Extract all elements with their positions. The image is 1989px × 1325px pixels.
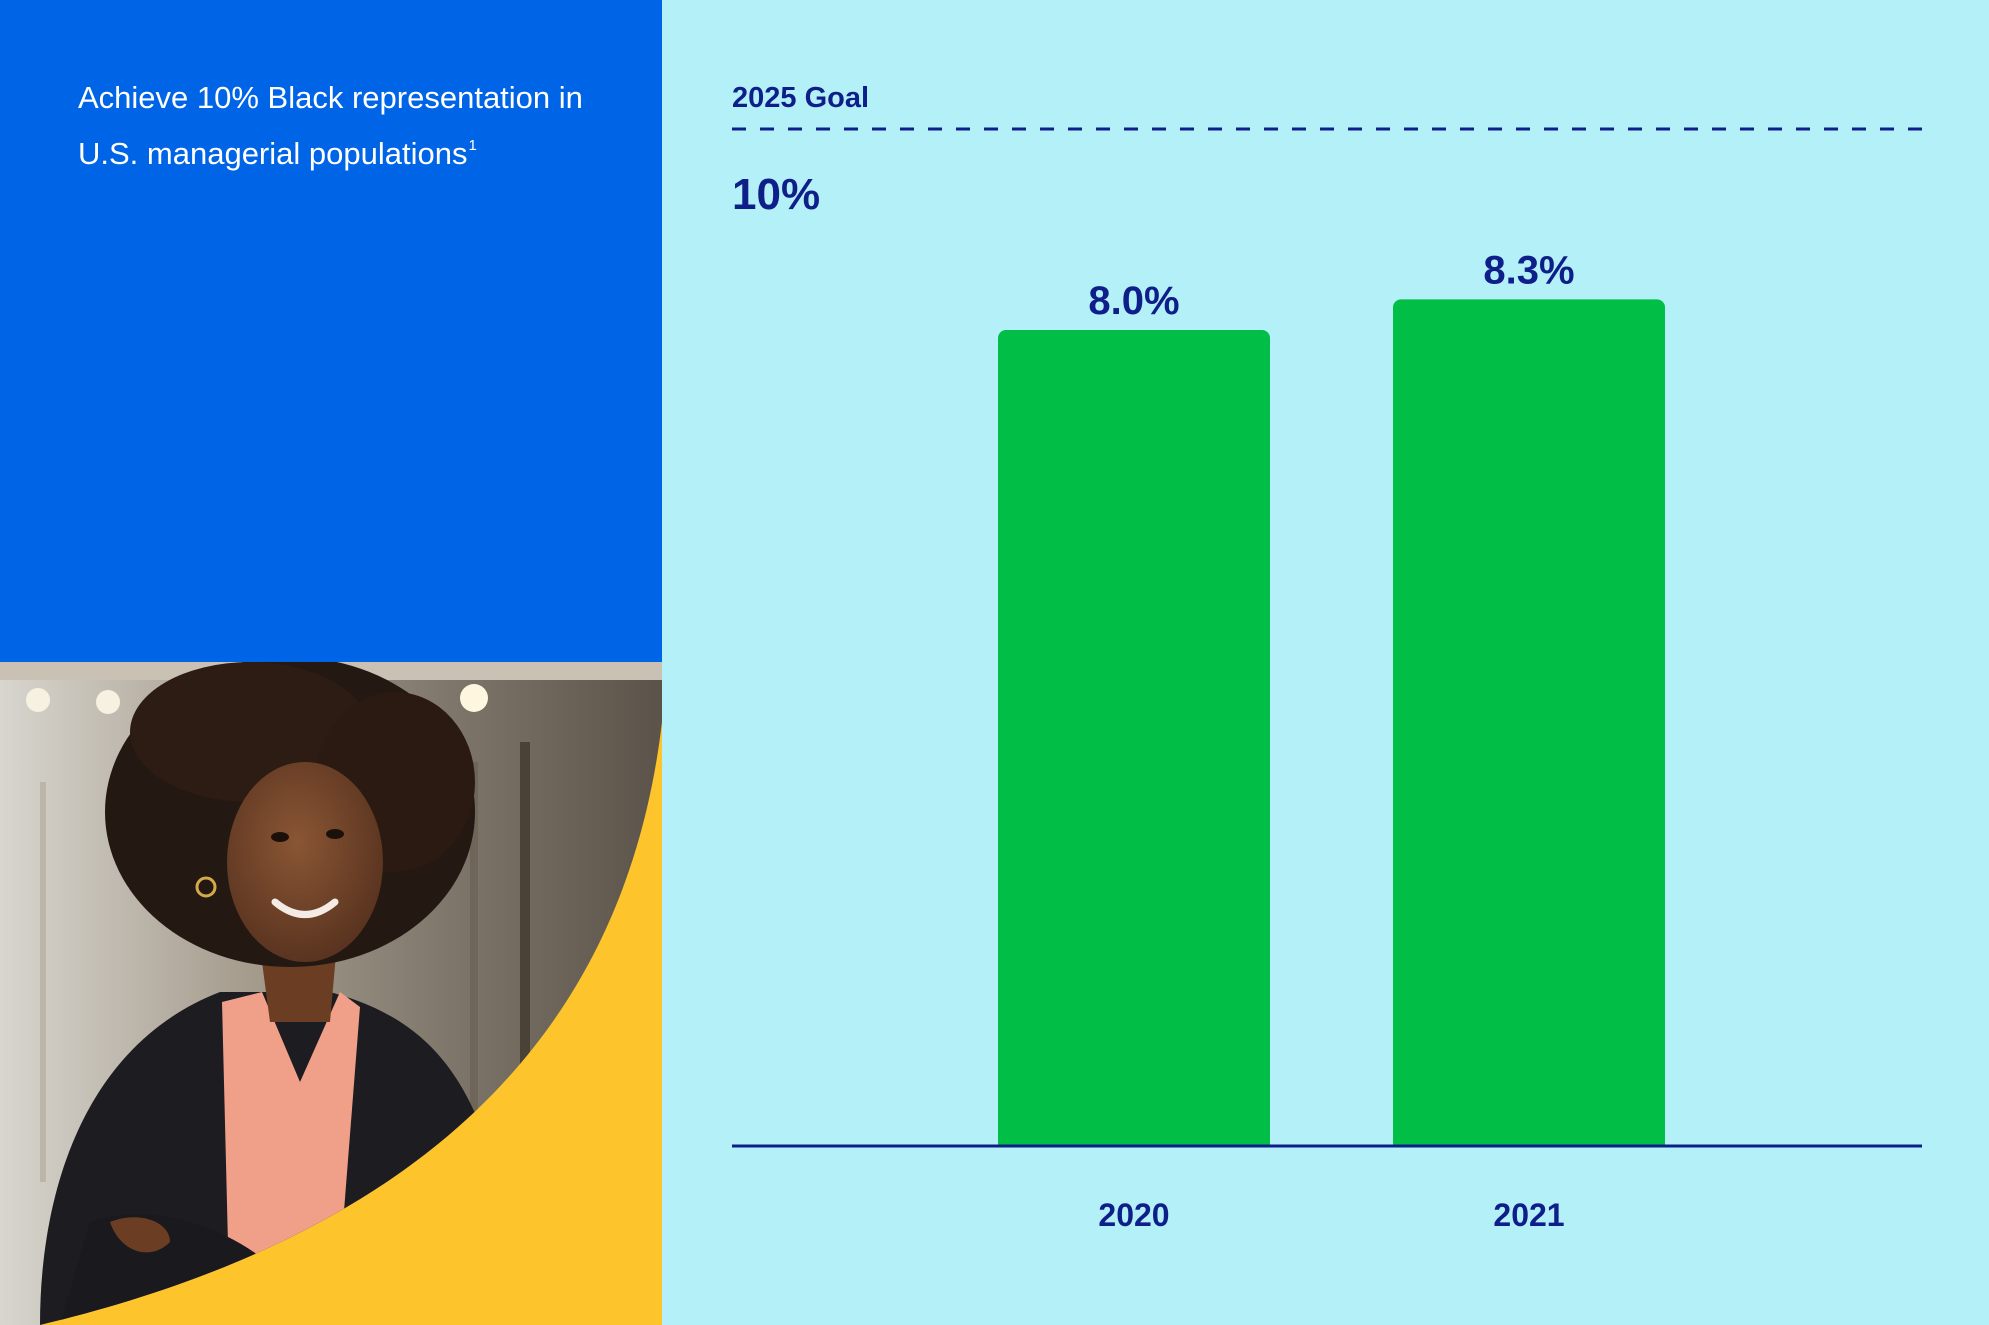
person-photo xyxy=(0,662,662,1325)
goal-value: 10% xyxy=(732,170,820,219)
bar-2020 xyxy=(998,330,1270,1146)
goal-label: 2025 Goal xyxy=(732,82,869,114)
chart-panel: 2025 Goal 10% 8.0% 8.3% 2020 2021 xyxy=(662,0,1989,1325)
photo-illustration xyxy=(0,662,662,1325)
x-tick-2021: 2021 xyxy=(1493,1197,1564,1233)
bar-base-2021 xyxy=(1393,1134,1665,1146)
bar-base-2020 xyxy=(998,1134,1270,1146)
headline: Achieve 10% Black representation in U.S.… xyxy=(78,74,598,178)
value-label-2020: 8.0% xyxy=(1088,279,1179,323)
x-tick-labels: 2020 2021 xyxy=(1098,1197,1564,1233)
x-tick-2020: 2020 xyxy=(1098,1197,1169,1233)
footnote-marker: 1 xyxy=(468,137,477,154)
value-label-2021: 8.3% xyxy=(1483,248,1574,292)
bar-chart: 2025 Goal 10% 8.0% 8.3% 2020 2021 xyxy=(732,82,1922,1233)
bar-2021 xyxy=(1393,299,1665,1146)
headline-text: Achieve 10% Black representation in U.S.… xyxy=(78,80,583,171)
bars-group: 8.0% 8.3% xyxy=(998,248,1665,1146)
